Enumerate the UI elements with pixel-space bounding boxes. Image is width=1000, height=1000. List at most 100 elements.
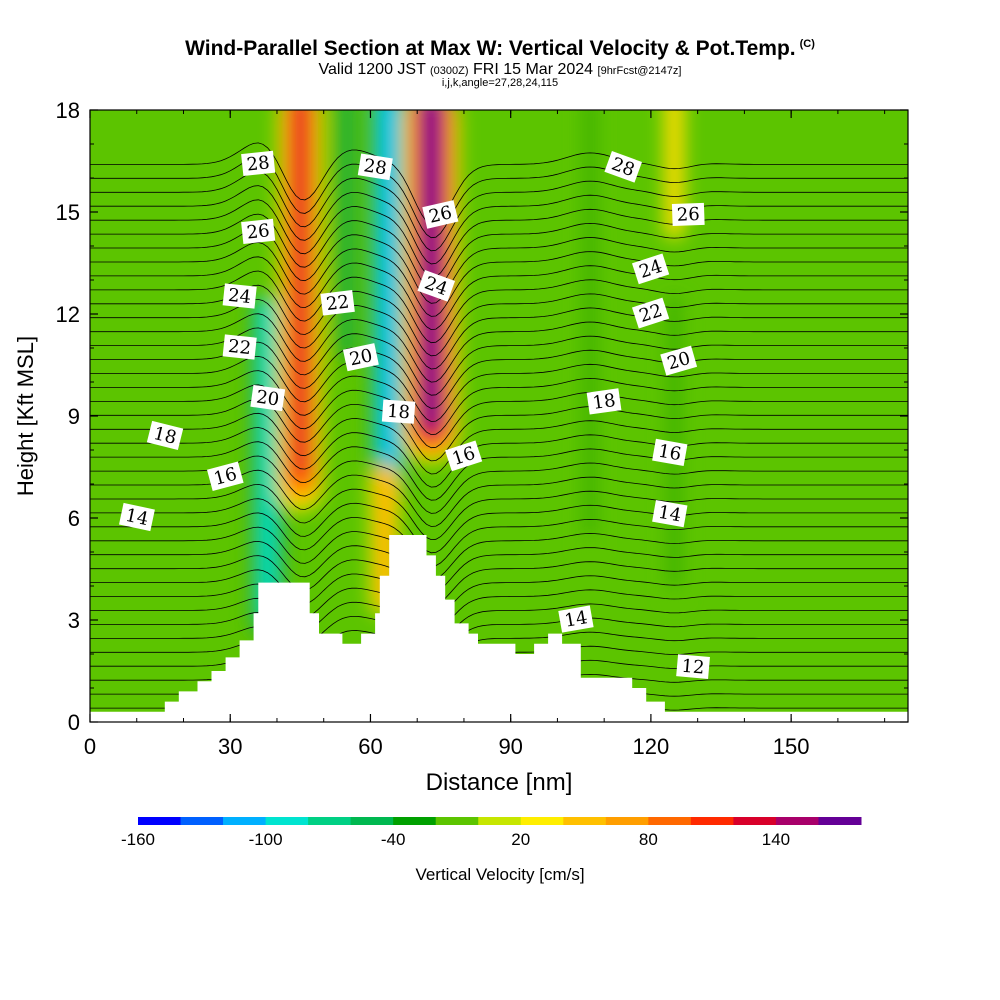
- colorbar-tick-label: 80: [639, 830, 658, 849]
- contour-label: 26: [671, 202, 705, 226]
- isentrope-line: [90, 427, 908, 488]
- contour-label-text: 22: [227, 336, 252, 359]
- contour-label-text: 18: [386, 401, 410, 424]
- isentrope-line: [90, 156, 908, 239]
- isentrope-line: [90, 242, 908, 317]
- contour-label-box: [671, 202, 705, 226]
- contour-label-box: [222, 334, 257, 360]
- isentrope-line: [90, 612, 908, 659]
- colorbar-swatch: [818, 817, 862, 825]
- contour-label-text: 20: [255, 387, 281, 411]
- colorbar-swatch: [265, 817, 309, 825]
- isentrope-line: [90, 227, 908, 304]
- colorbar-swatch: [180, 817, 224, 825]
- x-tick-label: 60: [358, 734, 382, 759]
- colorbar-swatch: [563, 817, 607, 825]
- isentrope-line: [90, 213, 908, 291]
- downdraft-core-1: [383, 110, 395, 474]
- isentrope-line: [90, 512, 908, 567]
- y-tick-label: 15: [56, 200, 80, 225]
- colorbar-tick-label: -160: [121, 830, 155, 849]
- contour-label-box: [381, 399, 416, 424]
- isentrope-line: [90, 555, 908, 606]
- downdraft-core-3: [586, 110, 594, 535]
- contour-label: 28: [241, 150, 276, 177]
- colorbar-swatch: [223, 817, 267, 825]
- y-tick-label: 3: [68, 608, 80, 633]
- contour-label: 16: [652, 438, 688, 467]
- contour-label-text: 14: [563, 607, 589, 632]
- colorbar-swatch: [605, 817, 649, 825]
- contour-label-box: [652, 500, 688, 528]
- isentrope-line: [90, 597, 908, 646]
- x-tick-label: 120: [633, 734, 670, 759]
- contour-label: 26: [241, 218, 276, 245]
- contour-label-text: 28: [362, 155, 388, 179]
- colorbar-tick-label: -40: [381, 830, 406, 849]
- isentrope-line: [90, 583, 908, 632]
- y-tick-label: 12: [56, 302, 80, 327]
- contour-label-text: 20: [348, 345, 375, 370]
- subtitle-forecast: [9hrFcst@2147z]: [597, 65, 682, 77]
- terrain: [90, 535, 908, 722]
- contour-label-box: [631, 253, 670, 285]
- contour-label-box: [422, 200, 459, 229]
- updraft-core-3: [380, 465, 389, 606]
- contour-label-box: [119, 502, 155, 532]
- isentrope-line: [90, 142, 908, 225]
- contour-label: 24: [222, 283, 257, 309]
- isentrope-line: [90, 355, 908, 422]
- x-tick-label: 150: [773, 734, 810, 759]
- contour-label: 22: [320, 289, 355, 316]
- isentrope-line: [90, 298, 908, 370]
- contour-label: 18: [586, 388, 622, 415]
- isentrope-line: [90, 569, 908, 619]
- colorbar-swatch: [733, 817, 777, 825]
- contour-label-text: 16: [657, 441, 683, 466]
- contour-label-box: [631, 297, 670, 329]
- isentrope-line: [90, 199, 908, 278]
- contour-label-box: [417, 270, 456, 302]
- chart-subsubtitle: i,j,k,angle=27,28,24,115: [441, 77, 559, 89]
- colorbar-swatch: [350, 817, 394, 825]
- isentrope-line: [90, 170, 908, 252]
- contour-label-box: [586, 388, 622, 415]
- isentrope-line: [90, 370, 908, 436]
- axes: 0 30 60 90 120 150 0 3 6 9 12 15 18 Distance [nm] Heig…: [13, 98, 909, 796]
- x-tick-label: 90: [498, 734, 522, 759]
- chart-subtitle: Valid 1200 JST (0300Z) FRI 15 Mar 2024 […: [0, 61, 1000, 79]
- updraft-core-0: [294, 110, 306, 474]
- contour-label-box: [342, 343, 379, 372]
- chart-title: Wind-Parallel Section at Max W: Vertical…: [0, 37, 1000, 61]
- colorbar: -160 -100 -40 20 80 140 Vertical Velocity [cm/…: [121, 817, 862, 884]
- chart-title-text: Wind-Parallel Section at Max W: Vertical…: [185, 37, 796, 60]
- colorbar-label: Vertical Velocity [cm/s]: [415, 865, 584, 884]
- x-tick-label: 30: [218, 734, 242, 759]
- y-tick-label: 18: [56, 98, 80, 123]
- contour-label: 14: [558, 605, 594, 633]
- isentrope-line: [90, 441, 908, 501]
- contour-label: 26: [422, 200, 459, 229]
- contour-label-text: 26: [427, 202, 454, 228]
- isentrope-line: [90, 483, 908, 541]
- x-axis-label: Distance [nm]: [426, 769, 573, 796]
- isentrope-line: [90, 412, 908, 475]
- isentrope-line: [90, 313, 908, 383]
- updraft-core-1: [424, 110, 439, 429]
- y-tick-label: 6: [68, 506, 80, 531]
- contour-label: 20: [250, 384, 286, 412]
- contour-label-text: 14: [123, 505, 150, 530]
- contour-label-box: [357, 153, 393, 181]
- vertical-velocity-field: [90, 110, 908, 722]
- contour-label: 22: [222, 334, 257, 360]
- colorbar-swatch: [138, 817, 182, 825]
- contour-label-box: [445, 440, 483, 472]
- isentrope-line: [90, 498, 908, 554]
- colorbar-swatch: [690, 817, 734, 825]
- colorbar-swatch: [308, 817, 352, 825]
- isentrope-line: [90, 398, 908, 462]
- contour-label-text: 24: [227, 285, 252, 308]
- subtitle-valid: Valid 1200 JST: [318, 61, 426, 78]
- y-tick-label: 9: [68, 404, 80, 429]
